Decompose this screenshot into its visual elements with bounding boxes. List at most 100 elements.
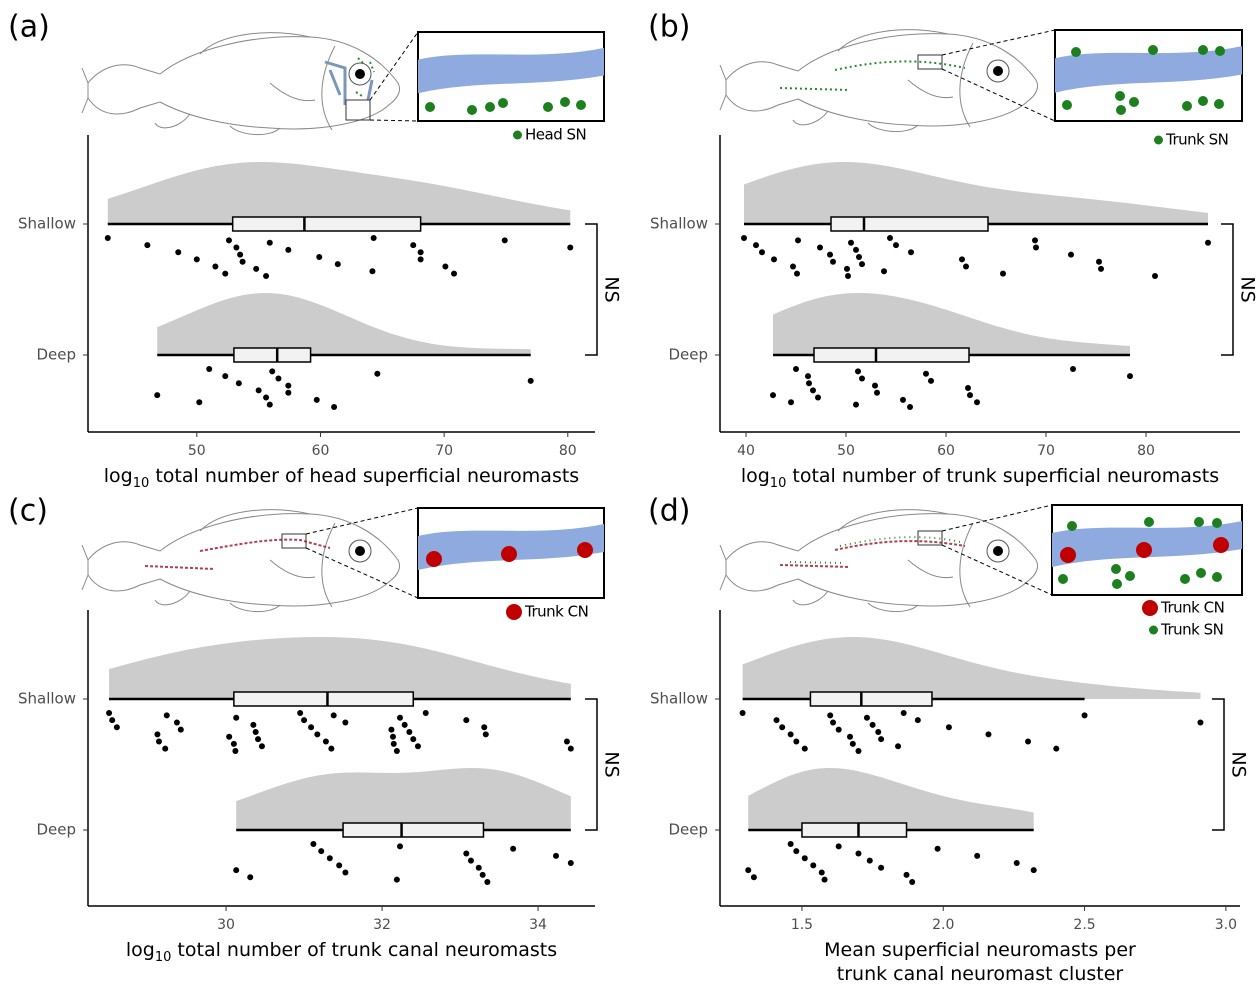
x-axis-label-part: log	[741, 465, 770, 487]
panel-label: (b)	[648, 10, 690, 45]
significance-label: NS	[601, 276, 623, 302]
data-point	[263, 273, 270, 279]
data-point	[336, 862, 343, 869]
data-point	[301, 717, 308, 724]
x-tick-label: 80	[559, 443, 577, 459]
data-point	[963, 263, 969, 270]
data-point	[907, 404, 913, 410]
data-point	[770, 392, 776, 399]
legend-label: Trunk SN	[1165, 131, 1228, 149]
data-point	[1081, 712, 1088, 719]
data-point	[878, 736, 885, 743]
data-point	[1152, 273, 1158, 279]
data-point	[331, 404, 338, 410]
data-point	[567, 860, 574, 866]
legend-marker	[506, 604, 522, 620]
data-point	[1013, 860, 1020, 866]
data-point	[255, 387, 262, 394]
data-point	[393, 876, 400, 883]
data-point	[1098, 265, 1104, 272]
data-point	[501, 237, 508, 244]
density	[744, 162, 1208, 224]
data-point	[401, 721, 408, 728]
data-point	[759, 249, 765, 256]
data-point	[903, 871, 910, 878]
data-point	[484, 879, 491, 885]
data-point	[788, 399, 794, 406]
data-point	[1127, 373, 1133, 380]
legend-label: Trunk CN	[524, 603, 588, 621]
fish-illustration	[719, 504, 1243, 613]
box	[809, 691, 933, 707]
data-point	[845, 273, 851, 279]
density	[157, 293, 531, 355]
data-point	[328, 745, 335, 752]
data-point	[909, 879, 916, 885]
y-tick-label: Deep	[668, 821, 708, 839]
y-tick-label: Deep	[668, 346, 708, 364]
data-point	[255, 736, 262, 743]
data-point	[310, 841, 317, 847]
data-point	[974, 852, 981, 859]
box	[233, 691, 415, 707]
y-tick-label: Shallow	[18, 690, 76, 708]
data-point	[745, 867, 752, 874]
data-point	[1197, 719, 1204, 726]
data-point	[393, 748, 400, 754]
data-point	[1000, 270, 1006, 277]
panel-label: (c)	[8, 494, 48, 529]
data-point	[322, 738, 329, 745]
x-tick-label: 50	[188, 443, 206, 459]
data-point	[104, 235, 111, 241]
data-point	[144, 242, 151, 249]
data-point	[874, 389, 880, 396]
data-point	[835, 726, 842, 733]
x-tick-label: 2.5	[1073, 917, 1095, 933]
data-point	[827, 712, 834, 719]
data-point	[855, 368, 861, 375]
data-point	[1030, 867, 1037, 874]
density	[748, 768, 1034, 830]
x-tick-label: 60	[312, 443, 330, 459]
x-tick-label: 34	[529, 917, 547, 933]
y-tick-label: Shallow	[650, 215, 708, 233]
data-point	[330, 712, 337, 719]
panel-label: (a)	[8, 10, 50, 45]
data-point	[233, 714, 240, 721]
data-point	[326, 855, 333, 862]
data-point	[817, 244, 823, 251]
data-point	[106, 710, 113, 716]
data-point	[928, 377, 934, 384]
y-tick-label: Deep	[36, 821, 76, 839]
data-point	[934, 845, 941, 852]
data-point	[285, 389, 292, 396]
x-axis-label-part: 10	[133, 476, 150, 491]
fish-illustration	[81, 507, 605, 613]
data-point	[872, 382, 878, 389]
x-axis-label-part: Mean superficial neuromasts per	[824, 939, 1136, 961]
data-point	[790, 263, 796, 270]
data-point	[1032, 237, 1038, 244]
data-point	[855, 850, 862, 857]
box	[231, 216, 422, 232]
significance-bracket	[1221, 223, 1234, 356]
data-point	[406, 729, 413, 735]
significance-label: NS	[1237, 276, 1259, 302]
data-point	[923, 370, 929, 377]
data-point	[859, 261, 865, 268]
x-tick-label: 70	[1037, 443, 1055, 459]
data-point	[175, 249, 182, 256]
data-point	[771, 256, 777, 263]
data-point	[965, 385, 971, 391]
data-point	[741, 235, 747, 241]
data-point	[482, 731, 489, 738]
data-point	[232, 748, 239, 754]
x-tick-label: 80	[1137, 443, 1155, 459]
data-point	[895, 743, 902, 750]
data-point	[567, 745, 574, 752]
data-point	[779, 724, 786, 731]
x-axis-label-part: total number of head superficial neuroma…	[149, 465, 579, 487]
data-point	[266, 239, 273, 246]
data-point	[154, 731, 161, 738]
